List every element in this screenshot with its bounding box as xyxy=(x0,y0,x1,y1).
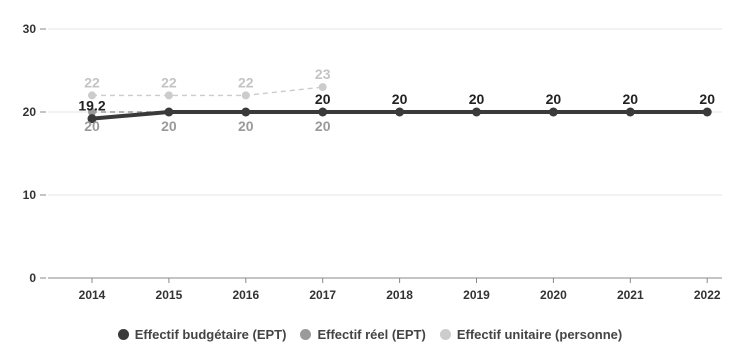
x-tick-label: 2016 xyxy=(232,288,259,302)
data-point xyxy=(164,91,173,100)
x-tick-label: 2022 xyxy=(694,288,721,302)
data-labels: 19.2 20 20 20 20 20 20 20 20 20 20 22 22 22 23 xyxy=(78,66,715,134)
legend: Effectif budgétaire (EPT) Effectif réel … xyxy=(0,326,740,342)
x-tick-label: 2019 xyxy=(463,288,490,302)
legend-marker-reel-icon xyxy=(300,328,312,340)
data-point xyxy=(318,107,328,117)
data-point xyxy=(625,107,635,117)
legend-marker-budgetaire-icon xyxy=(117,328,129,340)
data-point xyxy=(702,107,712,117)
data-label: 20 xyxy=(161,118,177,134)
data-label: 22 xyxy=(238,74,254,90)
x-tick-label: 2015 xyxy=(156,288,183,302)
data-label: 20 xyxy=(315,91,331,107)
data-label: 23 xyxy=(315,66,331,82)
data-label: 20 xyxy=(469,91,485,107)
legend-marker-unitaire-icon xyxy=(439,328,451,340)
x-tick-label: 2020 xyxy=(540,288,567,302)
series-group xyxy=(87,83,712,124)
data-point xyxy=(548,107,558,117)
y-axis: 0 10 20 30 xyxy=(23,22,46,285)
legend-label-budgetaire: Effectif budgétaire (EPT) xyxy=(134,326,287,342)
data-point xyxy=(241,91,250,100)
data-label: 20 xyxy=(546,91,562,107)
data-point xyxy=(318,83,327,92)
legend-label-reel: Effectif réel (EPT) xyxy=(317,326,426,342)
data-point xyxy=(241,107,251,117)
series-line-2 xyxy=(92,86,323,97)
data-label: 20 xyxy=(238,118,254,134)
data-label: 22 xyxy=(161,74,177,90)
y-tick-label: 20 xyxy=(23,105,37,119)
data-point xyxy=(88,108,96,116)
legend-label-unitaire: Effectif unitaire (personne) xyxy=(456,326,623,342)
data-label: 20 xyxy=(84,118,100,134)
x-tick-label: 2017 xyxy=(309,288,336,302)
data-label: 20 xyxy=(392,91,408,107)
x-tick-label: 2021 xyxy=(617,288,644,302)
legend-item-reel[interactable]: Effectif réel (EPT) xyxy=(300,326,426,342)
y-tick-label: 30 xyxy=(23,22,37,36)
data-label: 20 xyxy=(623,91,639,107)
data-point xyxy=(88,91,96,100)
data-label: 20 xyxy=(315,118,331,134)
data-point xyxy=(395,107,405,117)
x-tick-label: 2018 xyxy=(386,288,413,302)
data-point xyxy=(164,107,174,117)
legend-item-budgetaire[interactable]: Effectif budgétaire (EPT) xyxy=(117,326,287,342)
data-label: 20 xyxy=(699,91,715,107)
data-label: 19.2 xyxy=(78,98,105,114)
legend-item-unitaire[interactable]: Effectif unitaire (personne) xyxy=(439,326,623,342)
data-point xyxy=(472,107,481,117)
x-tick-label: 2014 xyxy=(79,288,106,302)
data-point xyxy=(87,114,97,124)
y-tick-label: 0 xyxy=(29,271,36,285)
data-label: 22 xyxy=(84,74,100,90)
y-tick-label: 10 xyxy=(23,188,37,202)
x-axis: 2014 2015 2016 2017 2018 2019 2020 2021 2022 xyxy=(48,277,722,302)
